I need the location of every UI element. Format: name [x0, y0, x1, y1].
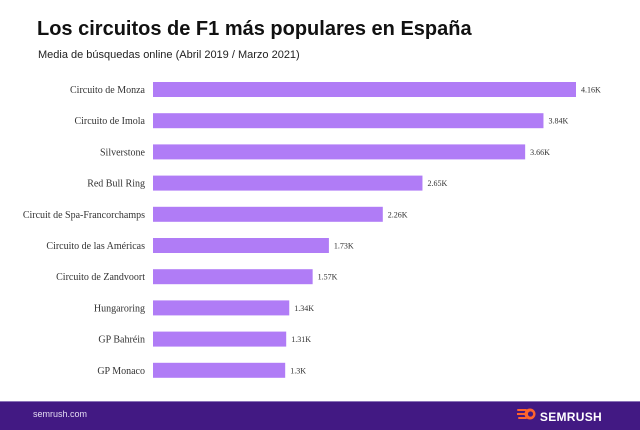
value-label: 1.57K [318, 273, 338, 282]
bar [153, 362, 286, 378]
value-label: 4.16K [581, 86, 601, 95]
value-label: 2.65K [427, 179, 447, 188]
semrush-brand: SEMRUSH [515, 407, 602, 426]
value-label: 1.3K [290, 366, 306, 375]
bar [153, 269, 313, 285]
category-label: Circuit de Spa-Francorchamps [23, 210, 145, 221]
value-label: 1.31K [291, 335, 311, 344]
value-label: 1.73K [334, 242, 354, 251]
category-label: Circuito de las Américas [46, 241, 145, 252]
bar [153, 206, 383, 222]
value-label: 3.84K [548, 117, 568, 126]
chart-subtitle: Media de búsquedas online (Abril 2019 / … [38, 49, 300, 61]
value-label: 3.66K [530, 148, 550, 157]
category-label: Circuito de Monza [70, 85, 146, 96]
category-label: Circuito de Zandvoort [56, 272, 145, 283]
bar-chart: Circuito de Monza 4.16K Circuito de Imola 3… [23, 82, 601, 378]
category-label: GP Monaco [97, 366, 145, 377]
bar [153, 238, 329, 253]
category-label: Silverstone [100, 147, 146, 158]
footer-site-link[interactable]: semrush.com [33, 409, 88, 419]
value-label: 1.34K [294, 304, 314, 313]
value-label: 2.26K [388, 210, 408, 219]
brand-name: SEMRUSH [539, 409, 602, 424]
bar [153, 82, 576, 97]
footer-bar: semrush.com SEMRUSH [0, 401, 640, 430]
category-label: Hungaroring [94, 303, 145, 314]
bar [153, 331, 287, 347]
semrush-logo-icon [515, 407, 537, 426]
bar [153, 144, 526, 160]
category-label: GP Bahréin [98, 335, 145, 346]
bar [153, 300, 290, 316]
category-label: Circuito de Imola [74, 116, 145, 127]
bar [153, 175, 423, 191]
chart-title: Los circuitos de F1 más populares en Esp… [37, 18, 472, 40]
category-label: Red Bull Ring [87, 179, 145, 190]
bar [153, 113, 544, 129]
